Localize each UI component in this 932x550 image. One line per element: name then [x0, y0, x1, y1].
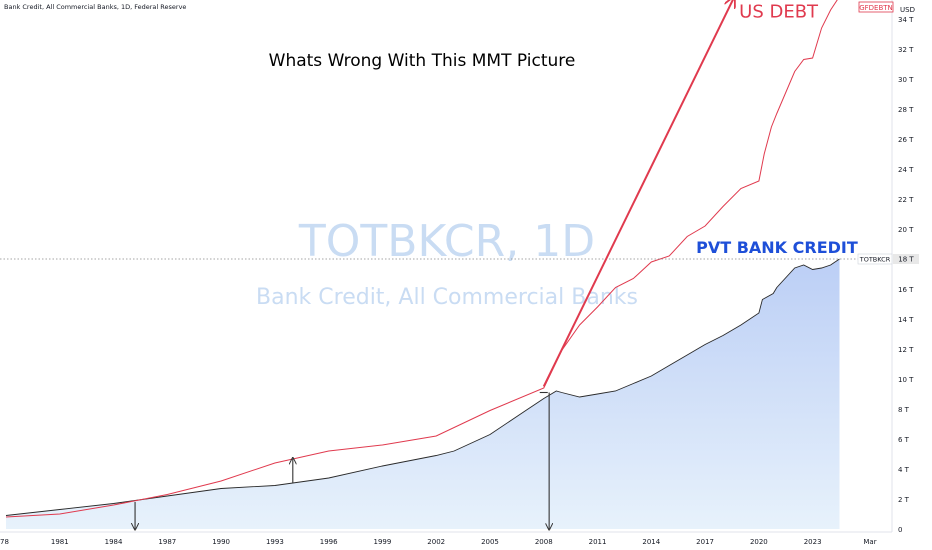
- watermark-name: Bank Credit, All Commercial Banks: [256, 285, 638, 310]
- badge-totbkcr: [857, 253, 893, 265]
- y-tick-label: 32 T: [898, 46, 914, 54]
- x-tick-label: 1999: [374, 538, 392, 546]
- badge-last-value: [893, 254, 919, 264]
- watermark-symbol: TOTBKCR, 1D: [298, 216, 595, 267]
- x-tick-label: 2011: [589, 538, 607, 546]
- y-tick-label: 20 T: [898, 226, 914, 234]
- x-tick-label: 1987: [158, 538, 176, 546]
- y-tick-label: 0: [898, 526, 902, 534]
- x-axis[interactable]: 78 1981 1984 1987 1990 1993 1996 1999 2002 2005 20…: [0, 538, 877, 546]
- x-tick-label: 1990: [212, 538, 230, 546]
- y-tick-label: 22 T: [898, 196, 914, 204]
- bank-credit-area: [6, 259, 840, 529]
- y-tick-label: 4 T: [898, 466, 910, 474]
- x-tick-label: 1984: [105, 538, 123, 546]
- bank-credit-label: PVT BANK CREDIT: [696, 238, 858, 257]
- badges-layer: GFDEBTN TOTBKCR 18 T: [857, 1, 919, 265]
- annotation-trend-arrow-0: [542, 0, 734, 387]
- x-tick-label: 1993: [266, 538, 284, 546]
- y-tick-label: 8 T: [898, 406, 910, 414]
- y-tick-label: 6 T: [898, 436, 910, 444]
- y-tick-label: 14 T: [898, 316, 914, 324]
- badge-gfdebtn-label: GFDEBTN: [859, 4, 893, 12]
- x-tick-label: 2020: [750, 538, 768, 546]
- chart-header-title: Bank Credit, All Commercial Banks, 1D, F…: [4, 3, 187, 11]
- x-tick-label: 78: [0, 538, 9, 546]
- x-tick-label: 2008: [535, 538, 553, 546]
- x-tick-label: 2017: [696, 538, 714, 546]
- bank-credit-line: [5, 258, 840, 516]
- x-tick-label: 2005: [481, 538, 499, 546]
- badge-totbkcr-label: TOTBKCR: [859, 256, 891, 264]
- y-axis[interactable]: 0 2 T 4 T 6 T 8 T 10 T 12 T 14 T 16 T 18 T 20 T 22 …: [898, 16, 914, 534]
- us-debt-line: [5, 0, 838, 518]
- y-tick-label: 10 T: [898, 376, 914, 384]
- x-tick-label: 1996: [320, 538, 338, 546]
- x-tick-label: Mar: [863, 538, 876, 546]
- currency-label[interactable]: USD: [900, 6, 915, 14]
- x-tick-label: 2023: [804, 538, 822, 546]
- annotations-layer: [135, 0, 734, 529]
- y-tick-label: 16 T: [898, 286, 914, 294]
- y-tick-label: 30 T: [898, 76, 914, 84]
- x-tick-label: 2002: [427, 538, 445, 546]
- y-tick-label: 26 T: [898, 136, 914, 144]
- y-tick-label: 2 T: [898, 496, 910, 504]
- x-tick-label: 2014: [642, 538, 660, 546]
- y-tick-label: 12 T: [898, 346, 914, 354]
- us-debt-label: US DEBT: [739, 2, 819, 23]
- badge-last-value-label: 18 T: [898, 256, 914, 264]
- chart-title: Whats Wrong With This MMT Picture: [269, 51, 576, 71]
- badge-gfdebtn: [858, 1, 894, 13]
- y-tick-label: 34 T: [898, 16, 914, 24]
- x-tick-label: 1981: [51, 538, 69, 546]
- y-tick-label: 28 T: [898, 106, 914, 114]
- y-tick-label: 24 T: [898, 166, 914, 174]
